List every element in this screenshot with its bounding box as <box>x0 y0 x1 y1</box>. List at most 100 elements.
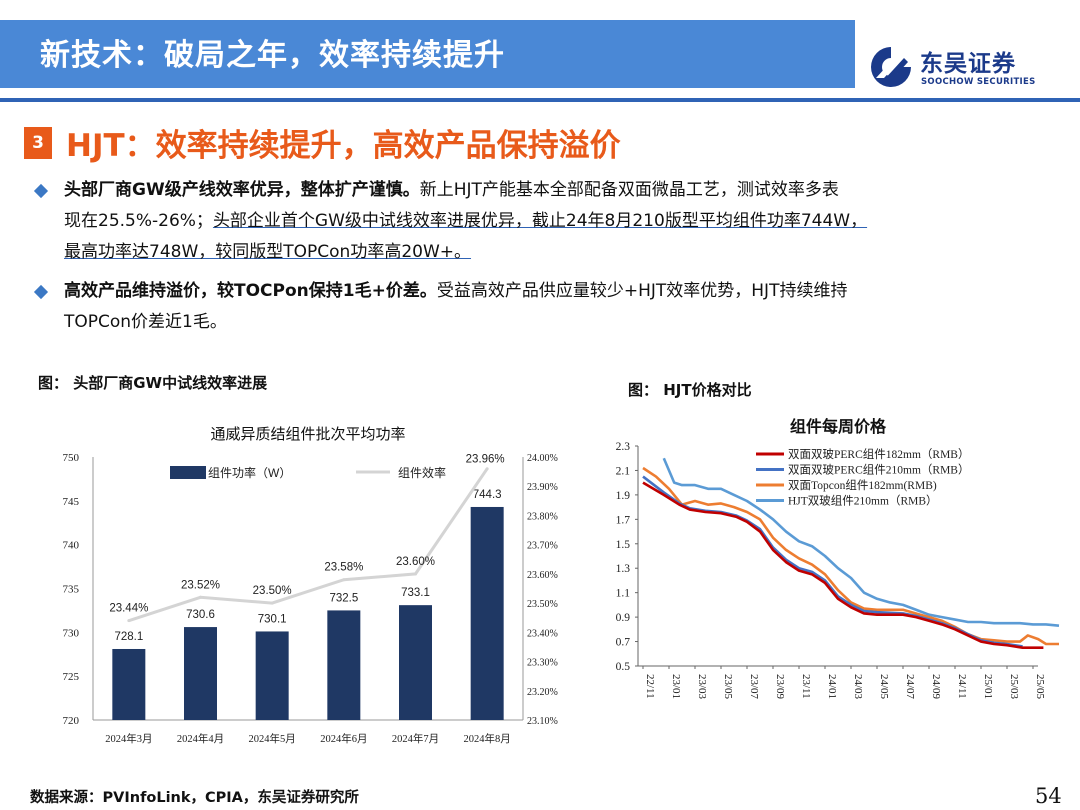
bullet-2-line-2: TOPCon价差近1毛。 <box>64 312 227 332</box>
x-tick-label: 24/03 <box>852 674 864 700</box>
efficiency-point <box>485 467 489 471</box>
legend-label: 双面Topcon组件182mm(RMB) <box>788 478 937 492</box>
bullet-paragraph-2: 高效产品维持溢价，较TOCPon保持1毛+价差。受益高效产品供应量较少+HJT效… <box>64 276 1064 338</box>
chart-title: 组件每周价格 <box>790 417 887 436</box>
y-tick-label: 745 <box>63 496 80 508</box>
y-tick-label: 2.1 <box>616 465 631 477</box>
y2-tick-label: 23.60% <box>527 570 558 581</box>
x-tick-label: 23/01 <box>670 674 682 699</box>
bullet-1-highlight-1: 头部企业首个GW级中试线效率进展优异，截止24年8月210版型平均组件功率744… <box>212 211 868 231</box>
efficiency-point <box>127 619 131 623</box>
bar-value-label: 728.1 <box>114 631 143 643</box>
bullet-2-line-1: 高效产品维持溢价，较TOCPon保持1毛+价差。受益高效产品供应量较少+HJT效… <box>64 276 1064 307</box>
bar-power <box>399 605 432 720</box>
y-tick-label: 1.5 <box>616 539 631 551</box>
y2-tick-label: 23.20% <box>527 687 558 698</box>
bar-value-label: 732.5 <box>329 592 358 604</box>
weekly-price-chart: 组件每周价格 0.5 0.7 0.9 1.1 1.3 1.5 1.7 1.9 2.1 2.3 22/1… <box>616 417 1060 700</box>
price-line-0 <box>642 481 1044 649</box>
y-tick-label: 750 <box>63 452 80 464</box>
efficiency-point <box>414 572 417 576</box>
x-tick-label: 24/01 <box>826 674 838 699</box>
y2-tick-label: 23.80% <box>527 511 558 522</box>
y-tick-label: 720 <box>63 715 80 727</box>
legend-label-line: 组件效率 <box>398 465 446 480</box>
y-tick-label: 730 <box>63 627 80 639</box>
y-tick-label: 740 <box>63 540 80 552</box>
x-tick-label: 23/05 <box>722 674 734 700</box>
efficiency-label: 23.50% <box>253 585 292 597</box>
bar-value-label: 730.1 <box>258 613 287 625</box>
legend-label: 双面双玻PERC组件182mm（RMB） <box>788 447 969 461</box>
bullet-2-text: 受益高效产品供应量较少+HJT效率优势，HJT持续维持 <box>436 281 848 301</box>
x-tick-label: 24/11 <box>956 674 968 699</box>
figure-caption-left: 图： 头部厂商GW中试线效率进展 <box>38 374 268 392</box>
bullet-diamond-icon <box>33 183 49 199</box>
bullet-1-line-2: 现在25.5%-26%；头部企业首个GW级中试线效率进展优异，截止24年8月21… <box>64 206 1064 237</box>
price-line-3 <box>662 457 1060 627</box>
page-number: 54 <box>1035 784 1062 808</box>
y2-tick-label: 24.00% <box>527 453 558 464</box>
x-tick-label: 2024年3月 <box>105 732 152 745</box>
x-tick-label: 23/03 <box>696 674 708 700</box>
bullet-1-text: 新上HJT产能基本全部配备双面微晶工艺，测试效率多表 <box>419 180 839 200</box>
logo-chinese: 东吴证券 <box>920 51 1016 77</box>
bullet-1-line-3: 最高功率达748W，较同版型TOPCon功率高20W+。 <box>64 237 1064 268</box>
efficiency-point <box>342 578 346 582</box>
page-title: 新技术：破局之年，效率持续提升 <box>40 38 505 73</box>
x-tick-label: 25/05 <box>1034 674 1046 700</box>
efficiency-point <box>199 595 202 599</box>
efficiency-label: 23.52% <box>181 579 220 591</box>
x-tick-label: 24/07 <box>904 674 916 700</box>
bar-power <box>112 648 146 720</box>
efficiency-line <box>128 467 489 623</box>
bullet-1-bold: 头部厂商GW级产线效率优异，整体扩产谨慎。 <box>64 180 420 200</box>
chart-title: 通威异质结组件批次平均功率 <box>210 426 405 443</box>
y-tick-label: 2.3 <box>616 441 631 453</box>
price-line-2 <box>642 466 1059 646</box>
y-tick-label: 0.7 <box>616 637 631 649</box>
bullet-paragraph-1: 头部厂商GW级产线效率优异，整体扩产谨慎。新上HJT产能基本全部配备双面微晶工艺… <box>64 175 1064 268</box>
header-band <box>0 20 855 88</box>
y2-tick-label: 23.30% <box>527 658 558 669</box>
x-tick-label: 2024年8月 <box>464 732 511 745</box>
x-tick-label: 2024年5月 <box>249 732 296 745</box>
y-tick-label: 0.5 <box>616 661 631 673</box>
y2-tick-label: 23.40% <box>527 628 558 639</box>
legend-label-bar: 组件功率（W） <box>208 465 291 480</box>
power-efficiency-chart: 通威异质结组件批次平均功率 720 725 730 735 740 745 750 23.10%… <box>63 426 558 745</box>
legend-swatch-bar <box>170 466 206 479</box>
y-tick-label: 1.1 <box>616 588 631 600</box>
efficiency-label: 23.96% <box>466 454 505 466</box>
y2-tick-label: 23.50% <box>527 599 558 610</box>
efficiency-label: 23.58% <box>324 562 363 574</box>
figure-caption-right: 图： HJT价格对比 <box>628 381 752 399</box>
y2-tick-label: 23.70% <box>527 541 558 552</box>
data-source: 数据来源：PVInfoLink，CPIA，东吴证券研究所 <box>30 790 359 806</box>
x-tick-label: 22/11 <box>644 674 656 699</box>
bar-power <box>470 506 504 720</box>
bar-value-label: 733.1 <box>401 587 430 599</box>
x-tick-label: 2024年4月 <box>177 732 224 745</box>
y-tick-label: 1.3 <box>616 563 631 575</box>
bar-power <box>184 627 217 720</box>
logo-english: SOOCHOW SECURITIES <box>921 77 1036 87</box>
efficiency-label: 23.44% <box>109 603 148 615</box>
x-tick-label: 24/05 <box>878 674 890 700</box>
y-tick-label: 1.9 <box>616 490 631 502</box>
x-tick-label: 24/09 <box>930 674 942 700</box>
x-tick-label: 23/09 <box>774 674 786 700</box>
y-tick-label: 735 <box>63 584 80 596</box>
x-tick-label: 2024年6月 <box>320 732 367 745</box>
section-number-badge: 3 <box>24 127 52 159</box>
bar-value-label: 730.6 <box>186 609 215 621</box>
x-tick-label: 23/11 <box>800 674 812 699</box>
y-tick-label: 0.9 <box>616 612 631 624</box>
legend-label: HJT双玻组件210mm（RMB） <box>788 494 938 508</box>
y2-tick-label: 23.10% <box>527 716 558 727</box>
y2-tick-label: 23.90% <box>527 482 558 493</box>
bullet-diamond-icon <box>33 284 49 300</box>
bar-value-label: 744.3 <box>473 489 502 501</box>
soochow-logo-icon <box>871 47 911 87</box>
x-tick-label: 25/01 <box>982 674 994 699</box>
